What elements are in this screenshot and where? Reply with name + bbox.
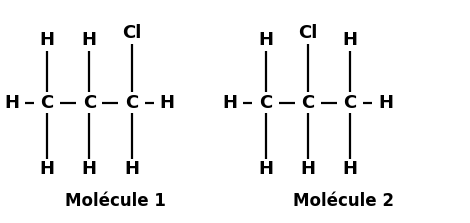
Text: H: H: [4, 94, 19, 112]
Text: H: H: [258, 161, 273, 178]
Text: H: H: [343, 31, 358, 49]
Text: H: H: [82, 31, 97, 49]
Text: Cl: Cl: [298, 25, 318, 42]
Text: C: C: [259, 94, 272, 112]
Text: H: H: [300, 161, 315, 178]
Text: C: C: [301, 94, 314, 112]
Text: H: H: [82, 161, 97, 178]
Text: H: H: [159, 94, 174, 112]
Text: Cl: Cl: [122, 25, 141, 42]
Text: H: H: [223, 94, 238, 112]
Text: H: H: [39, 161, 55, 178]
Text: C: C: [125, 94, 138, 112]
Text: Molécule 2: Molécule 2: [293, 192, 393, 210]
Text: H: H: [258, 31, 273, 49]
Text: C: C: [83, 94, 96, 112]
Text: H: H: [343, 161, 358, 178]
Text: H: H: [378, 94, 393, 112]
Text: H: H: [124, 161, 139, 178]
Text: H: H: [39, 31, 55, 49]
Text: C: C: [344, 94, 357, 112]
Text: C: C: [40, 94, 54, 112]
Text: Molécule 1: Molécule 1: [65, 192, 165, 210]
